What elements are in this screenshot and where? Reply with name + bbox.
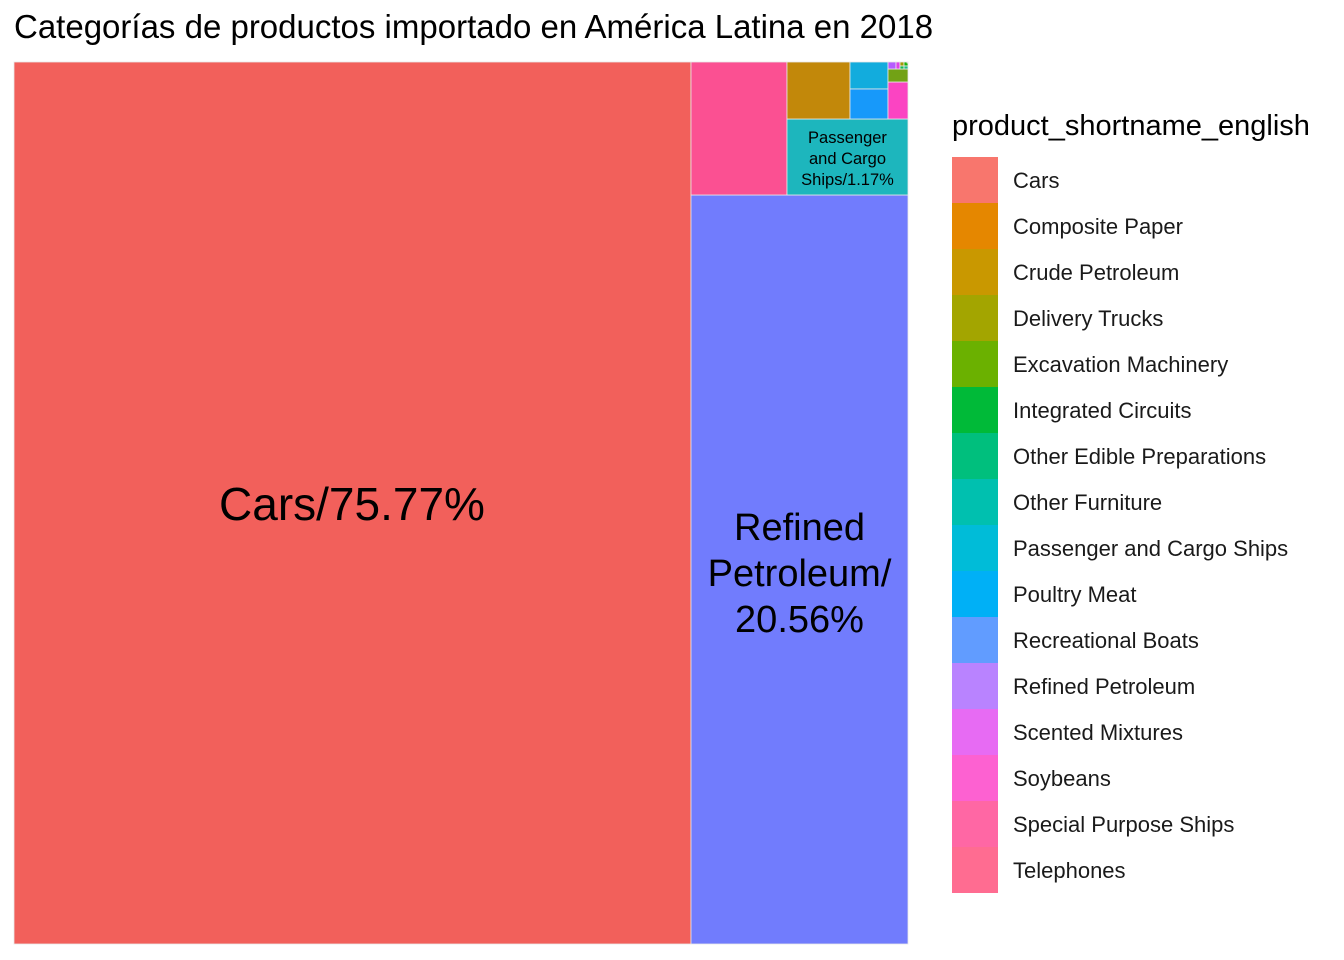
legend-label: Integrated Circuits — [1013, 398, 1192, 423]
treemap-tile-delivery-trucks — [899, 61, 905, 67]
legend-item: Integrated Circuits — [952, 387, 1310, 433]
legend-swatch — [952, 709, 998, 755]
legend-swatch — [952, 755, 998, 801]
legend-item: Delivery Trucks — [952, 295, 1310, 341]
legend-swatch — [952, 295, 998, 341]
legend-item: Recreational Boats — [952, 617, 1310, 663]
legend-swatch — [952, 801, 998, 847]
treemap-tile-refined-petroleum — [690, 194, 909, 945]
treemap-tile-special-purpose-ships — [887, 81, 909, 120]
legend-label: Refined Petroleum — [1013, 674, 1196, 699]
legend-item: Poultry Meat — [952, 571, 1310, 617]
legend-label: Scented Mixtures — [1013, 720, 1183, 745]
legend-label: Recreational Boats — [1013, 628, 1199, 653]
legend-label: Special Purpose Ships — [1013, 812, 1235, 837]
legend-swatch — [952, 617, 998, 663]
chart-title: Categorías de productos importado en Amé… — [14, 8, 934, 45]
legend-item: Crude Petroleum — [952, 249, 1310, 295]
legend-label: Composite Paper — [1013, 214, 1183, 239]
legend-swatch — [952, 525, 998, 571]
legend-swatch — [952, 387, 998, 433]
treemap-tile-composite-paper — [906, 61, 909, 64]
legend-swatch — [952, 341, 998, 387]
legend-swatch — [952, 157, 998, 203]
legend-label: Passenger and Cargo Ships — [1013, 536, 1289, 561]
treemap-tile-other-furniture — [903, 65, 909, 70]
legend-item: Telephones — [952, 847, 1310, 893]
legend-swatch — [952, 203, 998, 249]
legend-swatch — [952, 847, 998, 893]
treemap-tile-label: Petroleum/ — [708, 553, 892, 595]
legend-item: Cars — [952, 157, 1310, 203]
treemap-tile-label: and Cargo — [809, 150, 886, 168]
legend-item: Refined Petroleum — [952, 663, 1310, 709]
legend-label: Other Edible Preparations — [1013, 444, 1267, 469]
legend-item: Other Edible Preparations — [952, 433, 1310, 479]
legend-item: Passenger and Cargo Ships — [952, 525, 1310, 571]
treemap-tile-label: Passenger — [808, 129, 887, 147]
legend-label: Delivery Trucks — [1013, 306, 1164, 331]
legend-item: Scented Mixtures — [952, 709, 1310, 755]
legend-label: Soybeans — [1013, 766, 1111, 791]
legend-label: Cars — [1013, 168, 1060, 193]
legend-label: Crude Petroleum — [1013, 260, 1180, 285]
treemap-tile-scented-mixtures — [887, 61, 897, 70]
legend-swatch — [952, 479, 998, 525]
legend-item: Special Purpose Ships — [952, 801, 1310, 847]
treemap-tile-label: 20.56% — [735, 599, 864, 641]
treemap-tile-label: Ships/1.17% — [801, 171, 894, 189]
treemap-tile-recreational-boats — [849, 88, 889, 120]
legend-item: Excavation Machinery — [952, 341, 1310, 387]
legend-item: Other Furniture — [952, 479, 1310, 525]
legend-label: Excavation Machinery — [1013, 352, 1229, 377]
treemap-tile-poultry-meat — [849, 61, 889, 90]
legend-item: Soybeans — [952, 755, 1310, 801]
legend-items: Cars Composite Paper Crude Petroleum Delive… — [952, 157, 1310, 893]
legend-swatch — [952, 663, 998, 709]
legend-title: product_shortname_english — [952, 110, 1310, 142]
legend-label: Telephones — [1013, 858, 1126, 883]
treemap-tile-label: Refined — [734, 507, 865, 549]
treemap-tile-soybeans — [895, 61, 901, 70]
treemap-tile-label: Cars/75.77% — [219, 478, 485, 530]
treemap-tile-telephones — [690, 61, 788, 196]
treemap-tile-cars — [13, 61, 692, 945]
legend-item: Composite Paper — [952, 203, 1310, 249]
legend: product_shortname_english Cars Composite … — [952, 110, 1310, 893]
legend-swatch — [952, 571, 998, 617]
legend-label: Poultry Meat — [1013, 582, 1137, 607]
treemap-tile-other-edible-preparations — [899, 65, 905, 70]
legend-swatch — [952, 249, 998, 295]
legend-label: Other Furniture — [1013, 490, 1163, 515]
legend-swatch — [952, 433, 998, 479]
treemap-tile-crude-petroleum — [786, 61, 851, 120]
treemap-tile-excavation-machinery — [887, 68, 909, 83]
